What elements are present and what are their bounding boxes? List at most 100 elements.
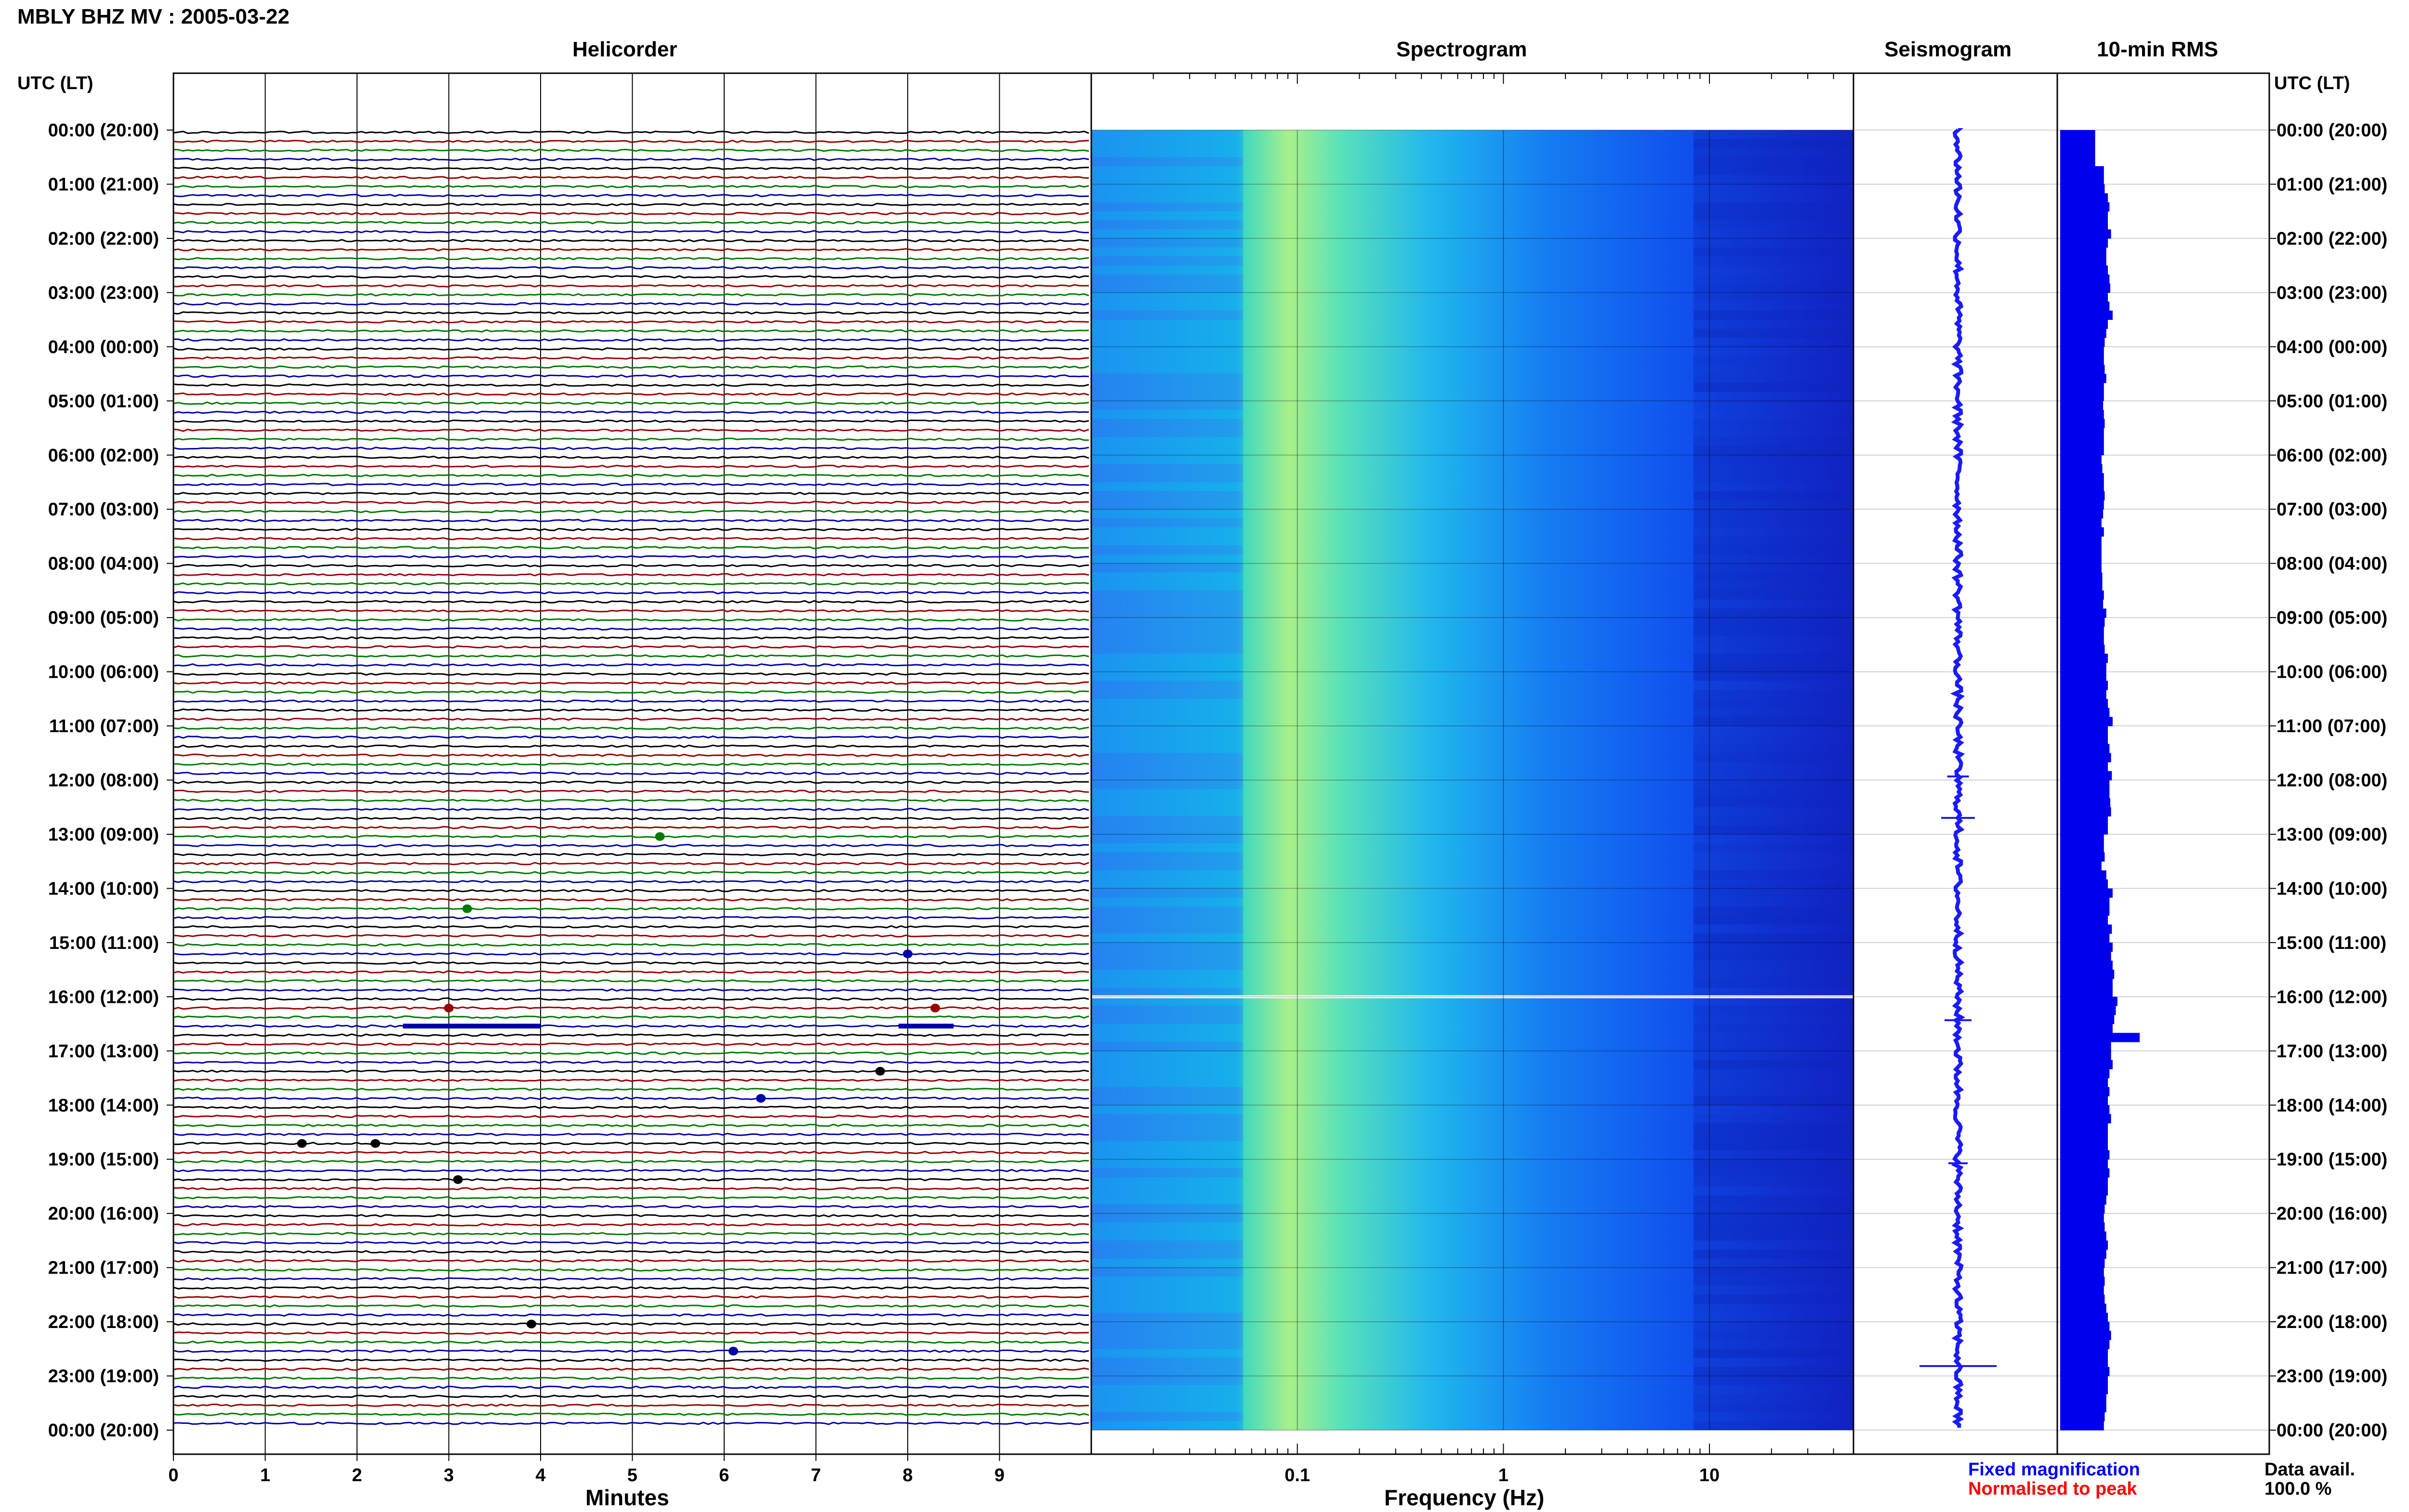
spectrogram-high-band-row: [1694, 717, 1853, 726]
helicorder-traces: [172, 131, 1089, 1425]
spectrogram-low-band-row: [1091, 355, 1243, 365]
spectrogram-low-band-row: [1091, 319, 1243, 329]
rms-bar: [2060, 1286, 2104, 1295]
helicorder-trace: [172, 555, 1089, 559]
helicorder-trace: [172, 916, 1089, 920]
spectrogram-high-band-row: [1694, 933, 1853, 943]
spectrogram-low-band-row: [1091, 374, 1243, 383]
spectrogram-low-band-row: [1091, 310, 1243, 320]
time-label-left: 02:00 (22:00): [48, 229, 159, 249]
helicorder-trace: [172, 907, 1089, 911]
rms-bar: [2060, 608, 2106, 618]
helicorder-trace: [172, 961, 1089, 965]
rms-bar: [2060, 951, 2111, 961]
spectrogram-high-band-row: [1694, 681, 1853, 690]
spectrogram-high-band-row: [1694, 852, 1853, 862]
spectrogram-low-band-row: [1091, 888, 1243, 898]
helicorder-trace: [172, 1006, 1089, 1010]
spectrogram-low-band-row: [1091, 1132, 1243, 1142]
helicorder-trace: [172, 1340, 1089, 1344]
rms-bar: [2060, 518, 2102, 528]
rms-bar: [2060, 698, 2108, 709]
rms-bar: [2060, 428, 2104, 437]
helicorder-trace: [172, 527, 1089, 531]
helicorder-trace: [172, 455, 1089, 459]
spectrogram-high-band-row: [1694, 870, 1853, 880]
spectrogram-low-band-row: [1091, 1096, 1243, 1105]
spectrogram-high-band-row: [1694, 1105, 1853, 1114]
helicorder-trace: [172, 356, 1089, 360]
spectrogram-high-band-row: [1694, 753, 1853, 763]
spectrogram-low-band-row: [1091, 1385, 1243, 1394]
spectrogram-low-band-row: [1091, 1367, 1243, 1376]
spectrogram-low-band-row: [1091, 148, 1243, 158]
rms-bar: [2060, 970, 2115, 979]
spectrogram-high-band-row: [1694, 184, 1853, 194]
spectrogram-high-band-row: [1694, 428, 1853, 437]
spectrogram-low-band-row: [1091, 1276, 1243, 1286]
spectrogram-high-band-row: [1694, 951, 1853, 961]
spectrogram-high-band-row: [1694, 1222, 1853, 1232]
spectrogram-low-band-row: [1091, 1123, 1243, 1132]
helicorder-trace: [172, 1241, 1089, 1245]
helicorder-event-mark: [930, 1003, 940, 1012]
helicorder-trace: [172, 1403, 1089, 1407]
spectrogram-high-band-row: [1694, 1231, 1853, 1241]
helicorder-trace: [172, 600, 1089, 604]
spectrogram-low-band-row: [1091, 1412, 1243, 1421]
spectrogram-low-band-row: [1091, 1267, 1243, 1277]
helicorder-trace: [172, 763, 1089, 766]
helicorder-event-mark: [526, 1319, 536, 1328]
helicorder-trace: [172, 726, 1089, 730]
rms-bar: [2060, 274, 2110, 284]
spectrogram-low-band-row: [1091, 997, 1243, 1006]
spectrogram-high-band-row: [1694, 662, 1853, 672]
rms-bar: [2060, 888, 2113, 898]
spectrogram-low-band-row: [1091, 1403, 1243, 1412]
helicorder-trace: [172, 717, 1089, 721]
spectrogram-high-band-row: [1694, 1132, 1853, 1142]
helicorder-trace: [172, 1232, 1089, 1236]
helicorder-trace: [172, 1322, 1089, 1326]
rms-bar: [2060, 1132, 2108, 1142]
spectrogram-high-band-row: [1694, 329, 1853, 338]
helicorder-trace: [172, 184, 1089, 188]
rms-bar: [2060, 654, 2108, 663]
panel-frame: [2056, 72, 2270, 1455]
spectrogram-low-band-row: [1091, 735, 1243, 744]
rms-bar: [2060, 644, 2105, 654]
spectrogram-high-band-row: [1694, 1349, 1853, 1358]
rms-bar: [2060, 464, 2103, 473]
rms-bar: [2060, 238, 2108, 248]
spectrogram-low-band-row: [1091, 861, 1243, 870]
spectrogram-low-band-row: [1091, 175, 1243, 184]
rms-bar: [2060, 536, 2102, 546]
frequency-tick-label: 10: [1699, 1465, 1720, 1486]
spectrogram-low-band-row: [1091, 1105, 1243, 1114]
time-label-right: 20:00 (16:00): [2277, 1204, 2387, 1224]
rms-bar: [2060, 717, 2113, 726]
time-label-right: 05:00 (01:00): [2277, 391, 2387, 411]
helicorder-trace: [172, 1223, 1089, 1227]
helicorder-trace: [173, 1412, 1089, 1416]
spectrogram-high-band-row: [1694, 545, 1853, 554]
rms-bar: [2060, 1249, 2106, 1259]
time-label-left: 10:00 (06:00): [48, 662, 159, 683]
helicorder-trace: [172, 1385, 1089, 1389]
rms-bar: [2060, 482, 2104, 492]
spectrogram-high-band-row: [1694, 798, 1853, 807]
rms-bar: [2060, 960, 2113, 970]
rms-bar: [2060, 1303, 2106, 1313]
rms-bar: [2060, 572, 2103, 582]
rms-bar: [2060, 1412, 2105, 1421]
spectrogram-low-band-row: [1091, 410, 1243, 419]
spectrogram-high-band-row: [1694, 1177, 1853, 1186]
rms-bar: [2060, 220, 2108, 230]
rms-bar: [2060, 735, 2108, 745]
spectrogram-low-band-row: [1091, 166, 1243, 175]
rms-bar: [2060, 1204, 2105, 1214]
time-label-right: 19:00 (15:00): [2277, 1150, 2387, 1170]
time-label-left: 16:00 (12:00): [48, 987, 159, 1007]
spectrogram-low-band-row: [1091, 247, 1243, 257]
time-label-right: 18:00 (14:00): [2277, 1095, 2387, 1116]
